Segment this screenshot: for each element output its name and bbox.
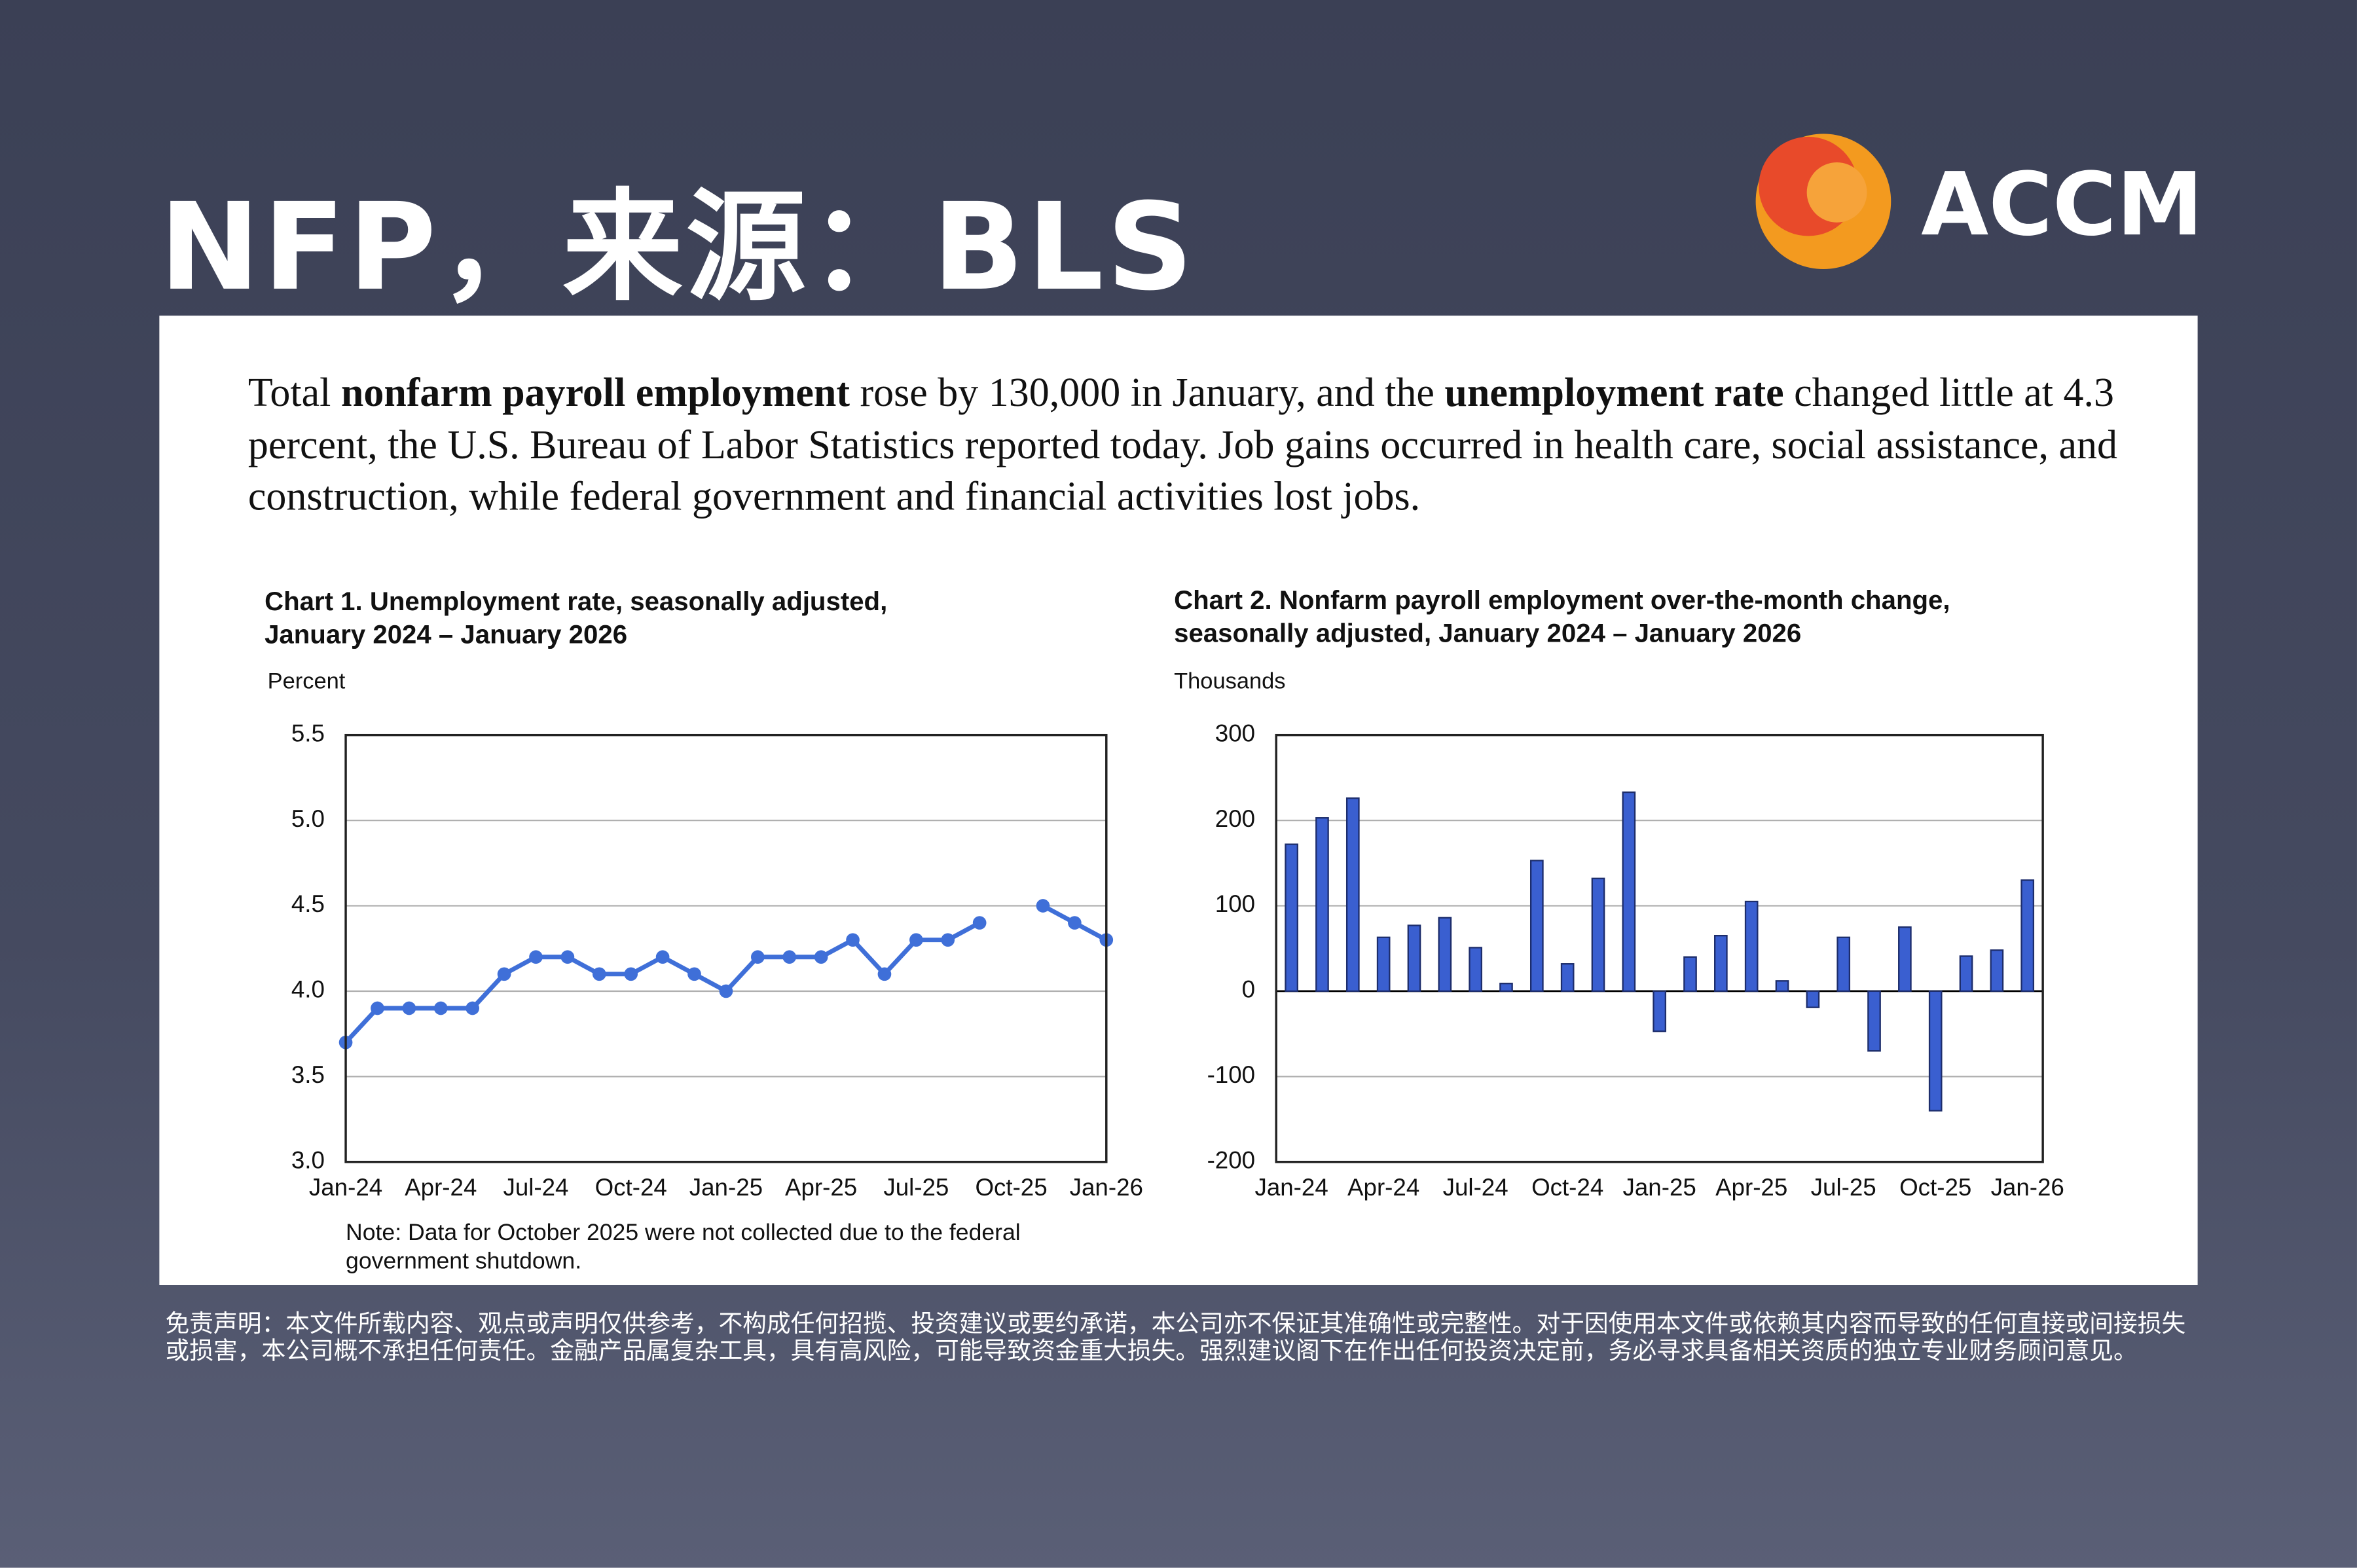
bar bbox=[1898, 926, 1912, 993]
bar bbox=[1928, 990, 1943, 1112]
summary-paragraph: Total nonfarm payroll employment rose by… bbox=[248, 367, 2127, 522]
line-marker bbox=[466, 1001, 480, 1015]
chart-title: Chart 2. Nonfarm payroll employment over… bbox=[1174, 585, 1950, 648]
plot-frame bbox=[1275, 733, 2044, 1163]
x-tick-label: Jan-24 bbox=[309, 1174, 382, 1201]
y-tick-label: 200 bbox=[1215, 805, 1255, 832]
bar bbox=[1499, 983, 1513, 993]
text-run: Total bbox=[247, 369, 331, 415]
bar bbox=[1591, 877, 1605, 993]
x-tick-label: Jan-25 bbox=[689, 1174, 763, 1201]
y-tick-label: -200 bbox=[1207, 1146, 1256, 1173]
x-tick-label: Jul-25 bbox=[883, 1174, 949, 1201]
y-tick-label: 300 bbox=[1215, 720, 1255, 746]
x-tick-label: Apr-24 bbox=[405, 1174, 477, 1201]
content-panel bbox=[159, 316, 2198, 1285]
text-run-bold: unemployment rate bbox=[1444, 369, 1784, 415]
x-tick-label: Jul-25 bbox=[1811, 1174, 1876, 1201]
y-tick-label: 100 bbox=[1215, 890, 1255, 917]
y-tick-label: 4.5 bbox=[291, 890, 325, 917]
line-marker bbox=[1068, 916, 1082, 930]
line-marker bbox=[909, 933, 923, 947]
line-marker bbox=[814, 950, 828, 964]
line-marker bbox=[1036, 899, 1050, 913]
y-tick-label: 4.0 bbox=[291, 976, 325, 1003]
y-tick-label: 0 bbox=[1242, 976, 1255, 1003]
line-marker bbox=[972, 916, 987, 930]
chart-note: Note: Data for October 2025 were not col… bbox=[346, 1220, 1021, 1275]
y-tick-label: 3.0 bbox=[291, 1146, 325, 1173]
bar bbox=[1836, 936, 1851, 993]
text-run: changed little at 4.3 percent, the U.S. … bbox=[247, 369, 2117, 519]
logo-text: ACCM bbox=[1921, 153, 2204, 256]
bar bbox=[1744, 900, 1759, 993]
line-marker bbox=[687, 967, 701, 981]
bar bbox=[1806, 990, 1820, 1008]
bar bbox=[1315, 817, 1329, 993]
x-tick-label: Oct-24 bbox=[1531, 1174, 1603, 1201]
bar bbox=[1714, 935, 1728, 993]
line-marker bbox=[782, 950, 797, 964]
bar bbox=[1438, 917, 1452, 993]
slide-title: NFP，来源：BLS bbox=[159, 177, 1197, 318]
line-marker bbox=[560, 950, 575, 964]
line-marker bbox=[529, 950, 543, 964]
line-series bbox=[344, 921, 981, 1044]
bar bbox=[1345, 797, 1360, 993]
x-tick-label: Oct-24 bbox=[595, 1174, 667, 1201]
x-tick-label: Jul-24 bbox=[1443, 1174, 1508, 1201]
text-run-bold: nonfarm payroll employment bbox=[340, 369, 850, 415]
line-marker bbox=[592, 967, 606, 981]
line-marker bbox=[371, 1001, 384, 1015]
y-tick-label: 5.0 bbox=[291, 805, 325, 832]
bar bbox=[1775, 980, 1789, 993]
line-marker bbox=[433, 1001, 448, 1015]
bar bbox=[1469, 947, 1482, 993]
bar bbox=[1867, 990, 1881, 1052]
x-tick-label: Jul-24 bbox=[503, 1174, 568, 1201]
bar bbox=[1376, 936, 1391, 993]
bar bbox=[1959, 955, 1973, 993]
bar bbox=[2020, 879, 2035, 993]
plot-frame bbox=[344, 733, 1108, 1163]
bar bbox=[1683, 956, 1697, 993]
line-marker bbox=[624, 967, 638, 981]
line-marker bbox=[877, 967, 892, 981]
bar bbox=[1407, 924, 1421, 993]
x-tick-label: Jan-26 bbox=[1070, 1174, 1143, 1201]
bar bbox=[1560, 963, 1575, 993]
bar bbox=[1529, 860, 1544, 993]
line-marker bbox=[941, 933, 955, 947]
line-marker bbox=[402, 1001, 416, 1015]
x-tick-label: Jan-26 bbox=[1991, 1174, 2064, 1201]
disclaimer: 免责声明：本文件所载内容、观点或声明仅供参考，不构成任何招揽、投资建议或要约承诺… bbox=[165, 1312, 2186, 1365]
bar bbox=[1990, 949, 2004, 993]
x-tick-label: Apr-24 bbox=[1347, 1174, 1419, 1201]
chart-title: Chart 1. Unemployment rate, seasonally a… bbox=[265, 586, 888, 649]
y-tick-label: 3.5 bbox=[291, 1061, 325, 1088]
y-axis-label: Percent bbox=[267, 668, 346, 695]
text-run: rose by 130,000 in January, and the bbox=[860, 369, 1434, 415]
line-marker bbox=[719, 984, 733, 998]
bar bbox=[1285, 843, 1298, 993]
x-tick-label: Apr-25 bbox=[785, 1174, 857, 1201]
line-marker bbox=[750, 950, 765, 964]
x-tick-label: Jan-24 bbox=[1254, 1174, 1328, 1201]
y-tick-label: -100 bbox=[1207, 1061, 1256, 1088]
line-marker bbox=[655, 950, 670, 964]
y-tick-label: 5.5 bbox=[291, 720, 325, 746]
x-tick-label: Apr-25 bbox=[1715, 1174, 1787, 1201]
line-marker bbox=[497, 967, 511, 981]
line-marker bbox=[846, 933, 860, 947]
x-tick-label: Jan-25 bbox=[1623, 1174, 1696, 1201]
y-axis-label: Thousands bbox=[1174, 668, 1286, 695]
x-tick-label: Oct-25 bbox=[1899, 1174, 1971, 1201]
bar bbox=[1622, 791, 1636, 993]
x-tick-label: Oct-25 bbox=[975, 1174, 1047, 1201]
bar bbox=[1653, 990, 1667, 1032]
